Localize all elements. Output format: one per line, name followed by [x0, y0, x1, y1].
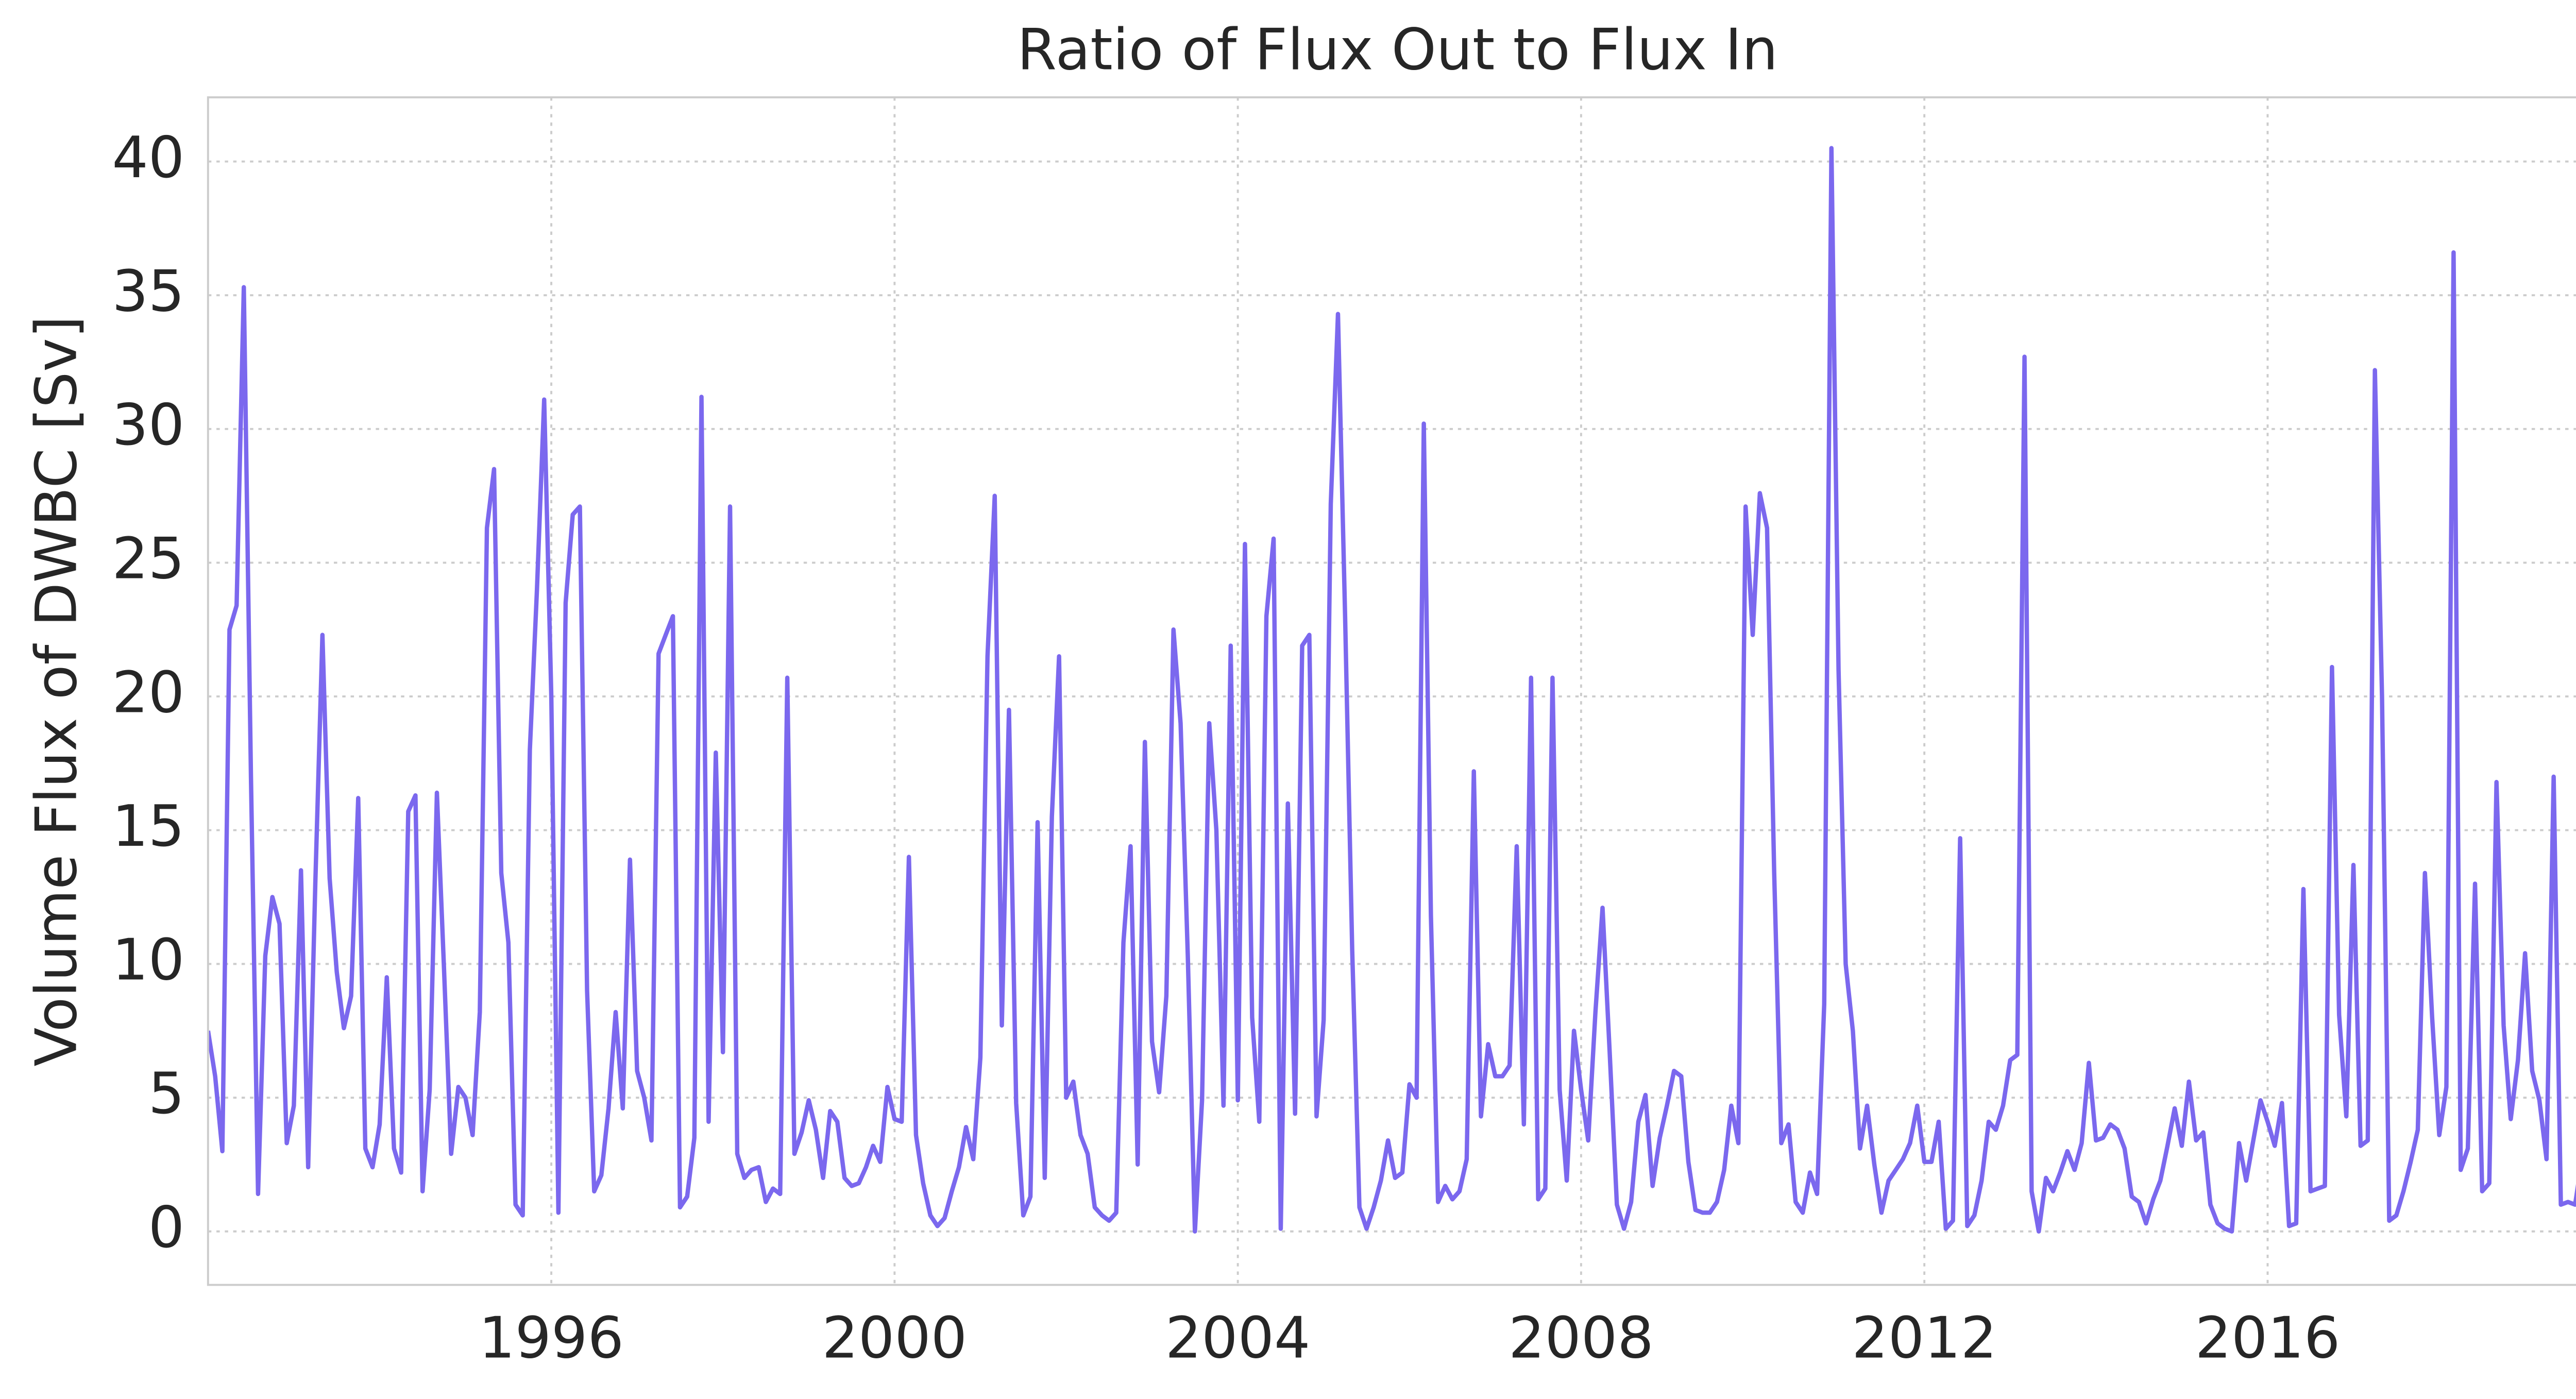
y-axis-label: Volume Flux of DWBC [Sv] — [23, 316, 90, 1066]
y-tick-label: 40 — [112, 125, 184, 191]
y-tick-label: 30 — [112, 392, 184, 458]
chart-title: Ratio of Flux Out to Flux In — [1017, 17, 1778, 83]
y-tick-label: 5 — [148, 1061, 184, 1127]
y-tick-label: 10 — [112, 927, 184, 994]
x-tick-label: 2008 — [1509, 1305, 1654, 1371]
y-tick-label: 20 — [112, 659, 184, 726]
x-tick-label: 2012 — [1852, 1305, 1997, 1371]
x-tick-label: 2000 — [822, 1305, 967, 1371]
y-tick-label: 25 — [112, 526, 184, 592]
x-tick-label: 1996 — [479, 1305, 624, 1371]
y-tick-label: 0 — [148, 1195, 184, 1261]
x-tick-label: 2004 — [1165, 1305, 1311, 1371]
y-tick-label: 15 — [112, 793, 184, 860]
x-tick-label: 2016 — [2195, 1305, 2341, 1371]
plot-border — [207, 96, 2576, 1286]
y-tick-label: 35 — [112, 258, 184, 325]
data-line — [208, 146, 2576, 1234]
